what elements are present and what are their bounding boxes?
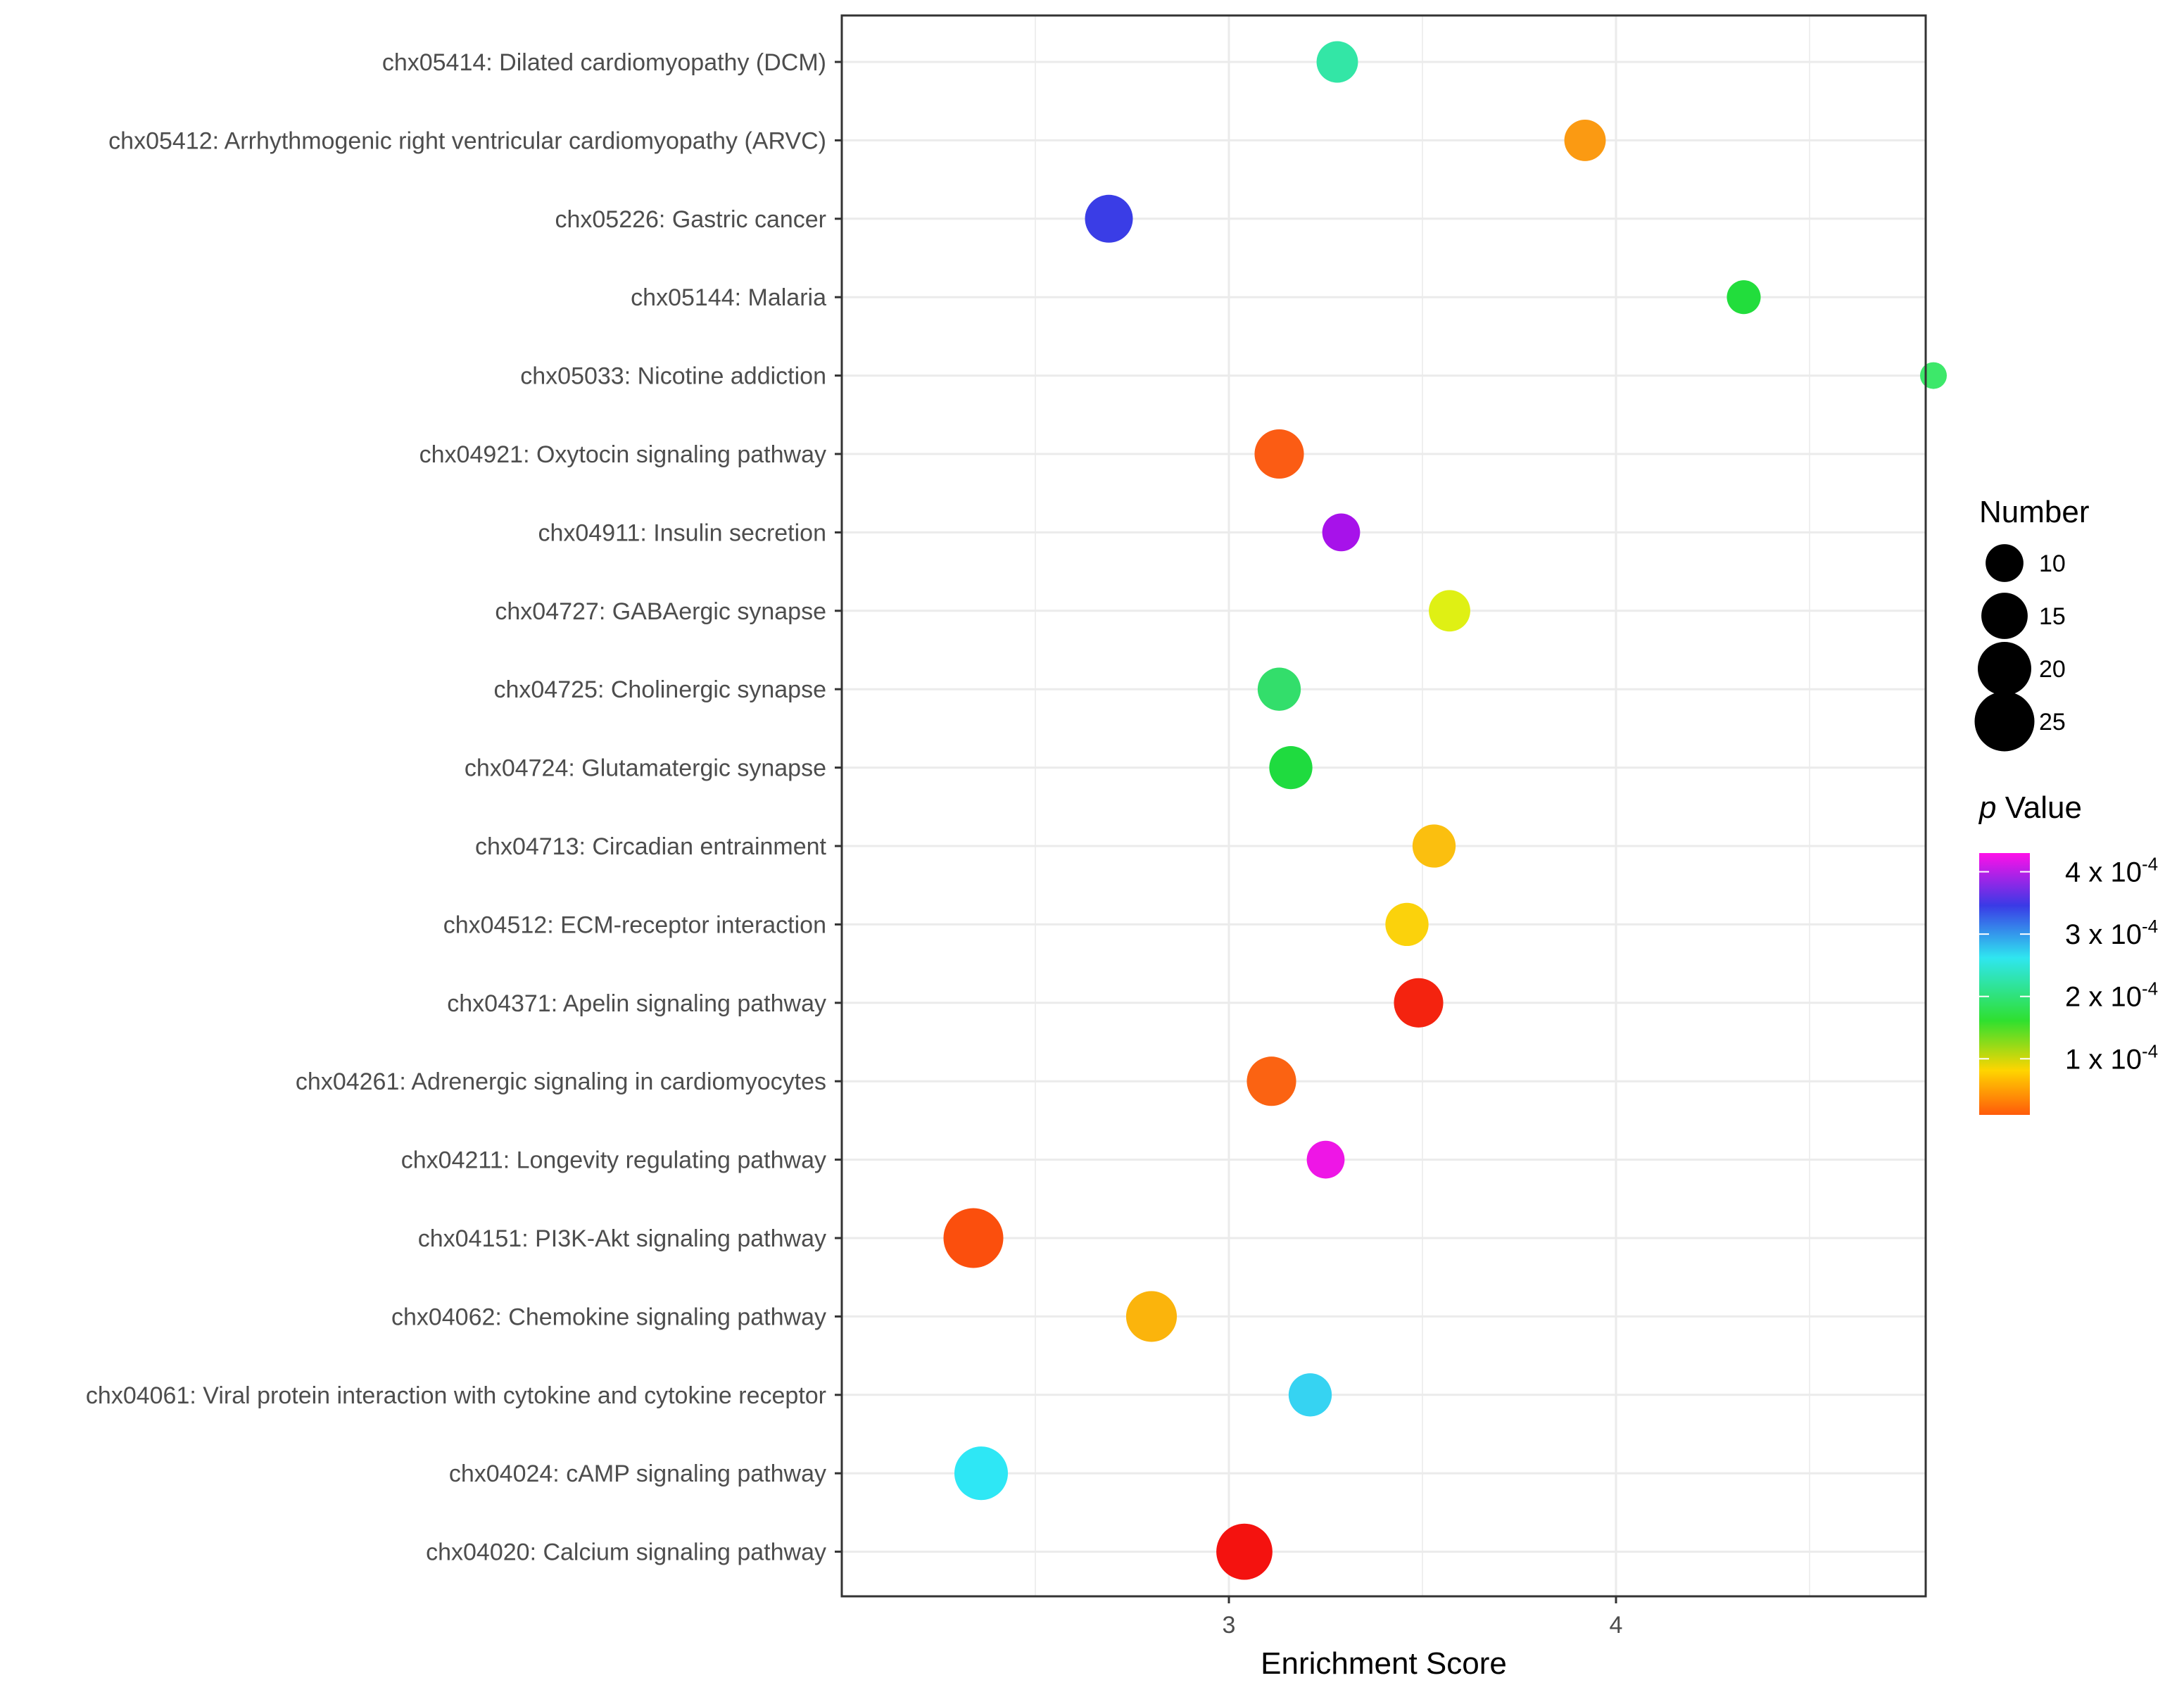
- size-legend-dot: [1981, 593, 2028, 639]
- y-tick-label: chx04061: Viral protein interaction with…: [86, 1382, 826, 1409]
- data-point: [1216, 1523, 1273, 1580]
- y-tick-label: chx04512: ECM-receptor interaction: [443, 911, 826, 938]
- pvalue-legend-title-rest: Value: [1996, 790, 2082, 825]
- data-point: [1085, 194, 1133, 243]
- size-legend: Number 10 15 20 25: [1974, 495, 2090, 752]
- pvalue-legend-title: p Value: [1978, 790, 2082, 825]
- size-legend-label: 25: [2039, 709, 2066, 736]
- data-point: [1919, 362, 1948, 389]
- y-tick-label: chx04727: GABAergic synapse: [495, 598, 826, 625]
- data-point: [1316, 41, 1358, 83]
- y-tick-label: chx04020: Calcium signaling pathway: [426, 1539, 826, 1566]
- data-point: [1322, 513, 1361, 552]
- y-tick-label: chx04725: Cholinergic synapse: [493, 676, 826, 703]
- y-tick-label: chx05144: Malaria: [631, 284, 826, 311]
- data-point: [954, 1446, 1009, 1501]
- data-point: [1429, 590, 1470, 632]
- y-tick-label: chx04024: cAMP signaling pathway: [449, 1460, 826, 1487]
- data-points: [943, 41, 1948, 1580]
- data-point: [1394, 978, 1444, 1028]
- data-point: [1564, 119, 1606, 161]
- colorbar-tick-label: 2 x 10-4: [2065, 978, 2158, 1013]
- pvalue-colorbar: [1979, 853, 2030, 1115]
- data-point: [1125, 1291, 1178, 1342]
- y-tick-label: chx05412: Arrhythmogenic right ventricul…: [108, 127, 826, 154]
- colorbar-tick-label: 4 x 10-4: [2065, 854, 2158, 888]
- x-tick-label: 4: [1610, 1612, 1623, 1639]
- data-point: [1306, 1140, 1345, 1179]
- data-point: [1288, 1373, 1332, 1417]
- y-tick-label: chx05414: Dilated cardiomyopathy (DCM): [382, 49, 826, 76]
- pvalue-legend-title-p: p: [1978, 790, 1996, 825]
- y-axis: chx05414: Dilated cardiomyopathy (DCM) ch…: [86, 49, 842, 1566]
- y-tick-label: chx04062: Chemokine signaling pathway: [391, 1304, 826, 1330]
- x-axis-title: Enrichment Score: [1261, 1646, 1507, 1681]
- y-tick-label: chx04211: Longevity regulating pathway: [401, 1147, 826, 1174]
- plot-border: [840, 14, 1927, 1598]
- data-point: [1246, 1056, 1296, 1106]
- y-tick-label: chx04371: Apelin signaling pathway: [447, 990, 826, 1017]
- plot-panel: [842, 15, 1926, 1596]
- colorbar-tick-label: 1 x 10-4: [2065, 1040, 2158, 1075]
- y-tick-label: chx05226: Gastric cancer: [555, 206, 826, 233]
- data-point: [1257, 667, 1301, 711]
- size-legend-dot: [1986, 544, 2024, 582]
- size-legend-label: 20: [2039, 656, 2066, 683]
- size-legend-dot: [1974, 691, 2035, 752]
- colorbar-tick-label: 3 x 10-4: [2065, 916, 2158, 950]
- pvalue-legend: p Value 4 x 10-4 3 x 10-4 2 x 10-4 1 x 10-4: [1978, 790, 2158, 1115]
- data-point: [1412, 824, 1456, 868]
- size-legend-label: 15: [2039, 603, 2066, 630]
- y-tick-label: chx04151: PI3K-Akt signaling pathway: [418, 1225, 826, 1252]
- data-point: [1385, 902, 1429, 947]
- size-legend-title: Number: [1979, 495, 2090, 529]
- data-point: [1269, 745, 1313, 790]
- size-legend-dot: [1977, 641, 2032, 696]
- y-tick-label: chx04713: Circadian entrainment: [475, 833, 827, 860]
- size-legend-label: 10: [2039, 550, 2066, 577]
- y-tick-label: chx04921: Oxytocin signaling pathway: [419, 441, 826, 468]
- y-tick-label: chx04261: Adrenergic signaling in cardio…: [296, 1068, 826, 1095]
- data-point: [1727, 280, 1761, 315]
- major-gridlines: [842, 15, 1926, 1596]
- y-tick-label: chx04724: Glutamatergic synapse: [465, 755, 826, 782]
- y-tick-label: chx04911: Insulin secretion: [538, 519, 826, 546]
- data-point: [1254, 429, 1304, 479]
- y-tick-label: chx05033: Nicotine addiction: [520, 363, 826, 390]
- data-point: [943, 1208, 1004, 1268]
- x-tick-label: 3: [1223, 1612, 1236, 1639]
